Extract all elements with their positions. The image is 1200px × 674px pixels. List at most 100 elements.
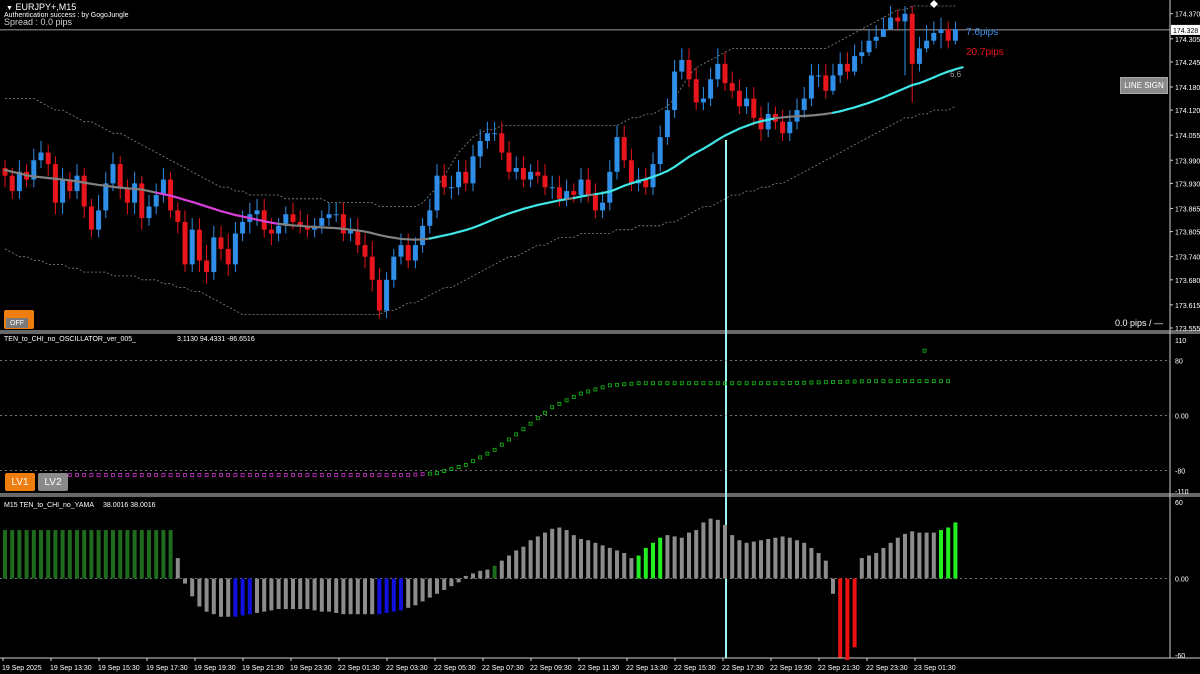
histogram-bar bbox=[492, 565, 497, 579]
oscillator-point bbox=[564, 398, 569, 403]
histogram-bar bbox=[823, 560, 828, 579]
oscillator-point bbox=[924, 379, 929, 384]
moving-average-segment bbox=[630, 179, 640, 185]
time-tick-label: 19 Sep 2025 bbox=[2, 665, 42, 672]
bear-candle bbox=[268, 229, 274, 234]
histogram-bar bbox=[665, 535, 670, 579]
oscillator-point bbox=[859, 379, 864, 384]
histogram-bar bbox=[687, 532, 691, 579]
histogram-bar bbox=[219, 578, 223, 617]
bull-candle bbox=[456, 171, 462, 188]
price-tick-label: 173.680 bbox=[1175, 278, 1200, 285]
histogram-bar bbox=[53, 530, 58, 579]
bull-candle bbox=[391, 256, 397, 280]
oscillator-point bbox=[823, 380, 828, 385]
oscillator-point bbox=[521, 427, 526, 432]
oscillator-point bbox=[492, 447, 497, 452]
oscillator-point bbox=[809, 380, 814, 385]
oscillator-point bbox=[334, 473, 339, 477]
oscillator-point bbox=[262, 473, 267, 477]
time-tick-label: 22 Sep 19:30 bbox=[770, 665, 812, 672]
histogram-bar bbox=[427, 578, 432, 598]
histogram-bar bbox=[168, 530, 173, 579]
oscillator-point bbox=[219, 473, 223, 477]
oscillator-point bbox=[507, 437, 511, 442]
moving-average-segment bbox=[637, 178, 647, 183]
histogram-bar bbox=[39, 530, 43, 579]
bull-candle bbox=[888, 17, 894, 30]
moving-average-segment bbox=[32, 175, 43, 179]
moving-average-segment bbox=[594, 191, 604, 196]
time-tick-label: 22 Sep 05:30 bbox=[434, 665, 476, 672]
bull-candle bbox=[708, 79, 714, 99]
moving-average-segment bbox=[248, 216, 259, 221]
moving-average-segment bbox=[889, 90, 899, 96]
oscillator-point bbox=[111, 473, 115, 477]
histogram-bar bbox=[478, 570, 483, 579]
oscillator-point bbox=[615, 382, 619, 387]
bull-candle bbox=[448, 187, 454, 189]
bull-candle bbox=[384, 279, 390, 311]
moving-average-segment bbox=[839, 108, 849, 113]
oscillator-point bbox=[751, 381, 756, 386]
oscillator-point bbox=[305, 473, 310, 477]
moving-average-segment bbox=[875, 96, 885, 102]
oscillator-point bbox=[75, 473, 79, 477]
histogram-bar bbox=[939, 530, 943, 579]
bull-candle bbox=[160, 179, 166, 195]
moving-average-segment bbox=[191, 200, 201, 206]
bull-candle bbox=[38, 152, 44, 161]
bull-candle bbox=[319, 218, 325, 226]
histogram-bar bbox=[802, 542, 807, 579]
moving-average-segment bbox=[335, 227, 345, 230]
moving-average-segment bbox=[378, 233, 388, 238]
moving-average-segment bbox=[853, 104, 863, 109]
moving-average-segment bbox=[270, 221, 280, 225]
histogram-bar bbox=[816, 553, 821, 579]
oscillator-point bbox=[679, 381, 684, 386]
lower-pips-label: 20.7pips bbox=[966, 47, 1004, 58]
oscillator-point bbox=[787, 381, 792, 385]
moving-average-segment bbox=[939, 70, 950, 76]
histogram-bar bbox=[759, 540, 763, 579]
current-price-label: 174.328 bbox=[1173, 28, 1198, 35]
moving-average-segment bbox=[536, 202, 547, 207]
bull-candle bbox=[578, 179, 584, 195]
histogram-bar bbox=[384, 578, 389, 613]
price-tick-label: 174.180 bbox=[1175, 85, 1200, 92]
histogram-bar bbox=[139, 530, 144, 579]
off-button[interactable]: OFF bbox=[6, 318, 28, 328]
moving-average-segment bbox=[529, 203, 539, 209]
histogram-bar bbox=[586, 540, 591, 579]
moving-average-segment bbox=[867, 98, 878, 104]
histogram-bar bbox=[154, 530, 159, 579]
footer-pips-label: 0.0 pips / — bbox=[1115, 318, 1164, 328]
oscillator-point bbox=[643, 381, 648, 386]
line-sign-button[interactable]: LINE SIGN bbox=[1120, 77, 1168, 94]
oscillator-point bbox=[528, 421, 533, 426]
histogram-bar bbox=[391, 578, 396, 612]
bear-candle bbox=[175, 210, 181, 222]
moving-average-segment bbox=[579, 194, 590, 198]
histogram-bar bbox=[305, 578, 310, 610]
collapse-triangle-icon[interactable]: ▼ bbox=[6, 5, 13, 12]
bear-candle bbox=[823, 75, 829, 91]
oscillator-point bbox=[363, 473, 367, 477]
oscillator-point bbox=[607, 383, 612, 388]
histogram-bar bbox=[103, 530, 108, 579]
histogram-bar bbox=[888, 542, 893, 579]
bull-candle bbox=[412, 245, 418, 261]
oscillator-point bbox=[183, 473, 187, 477]
bull-candle bbox=[477, 140, 483, 157]
bull-candle bbox=[816, 75, 822, 77]
oscillator-point bbox=[399, 473, 403, 477]
oscillator-point bbox=[816, 380, 821, 385]
histogram-bar bbox=[291, 578, 295, 610]
oscillator-point bbox=[67, 473, 72, 477]
lv1-button[interactable]: LV1 bbox=[5, 473, 35, 491]
histogram-bar bbox=[795, 540, 799, 579]
moving-average-segment bbox=[68, 179, 79, 183]
lv2-button[interactable]: LV2 bbox=[38, 473, 68, 491]
oscillator-point bbox=[370, 473, 375, 477]
